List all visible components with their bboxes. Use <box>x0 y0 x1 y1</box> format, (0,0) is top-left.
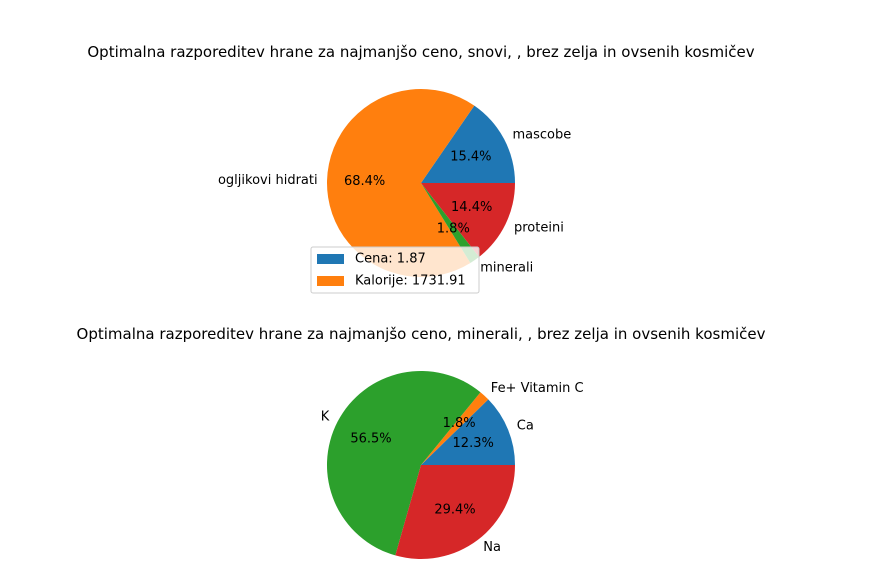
slice-pct-ogljikovi-hidrati: 68.4% <box>344 174 385 189</box>
slice-pct-mascobe: 15.4% <box>450 149 491 164</box>
pie-slices <box>326 89 515 278</box>
slice-pct-fe-vitamin-c: 1.8% <box>443 416 476 431</box>
pie-slice-proteini <box>421 183 515 257</box>
pie-slice-mascobe <box>421 105 515 183</box>
pie-chart-snovi: Optimalna razporeditev hrane za najmanjš… <box>87 43 755 294</box>
pie-slices <box>326 370 515 560</box>
pie-labels: mascobe 15.4% ogljikovi hidrati 68.4% minera… <box>218 127 571 275</box>
slice-label-ca: Ca <box>517 419 534 434</box>
slice-label-fe-vitamin-c: Fe+ Vitamin C <box>491 381 584 396</box>
legend-entry-label: Cena: 1.87 <box>355 252 426 267</box>
pie-slice-minerali <box>421 183 480 263</box>
slice-label-mascobe: mascobe <box>513 127 572 142</box>
chart-title: Optimalna razporeditev hrane za najmanjš… <box>87 43 754 61</box>
pie-slice-k <box>326 370 481 556</box>
chart-title: Optimalna razporeditev hrane za najmanjš… <box>77 325 766 343</box>
slice-pct-na: 29.4% <box>434 503 475 518</box>
legend-swatch <box>317 254 344 264</box>
slice-label-ogljikovi-hidrati: ogljikovi hidrati <box>218 173 318 188</box>
slice-pct-k: 56.5% <box>350 431 391 446</box>
slice-pct-ca: 12.3% <box>453 436 494 451</box>
slice-label-na: Na <box>483 540 501 555</box>
pie-slice-ogljikovi-hidrati <box>326 89 475 278</box>
slice-pct-minerali: 1.8% <box>437 222 470 237</box>
legend-frame <box>310 246 480 294</box>
slice-label-k: K <box>321 410 330 425</box>
slice-label-proteini: proteini <box>514 221 564 236</box>
pie-slice-fe-vitamin-c <box>421 392 489 465</box>
pie-slice-na <box>395 465 515 560</box>
slice-label-minerali: minerali <box>480 260 533 275</box>
pie-labels: Ca 12.3% Fe+ Vitamin C 1.8% K 56.5% Na 29.4% <box>321 381 584 555</box>
legend: Cena: 1.87 Kalorije: 1731.91 <box>310 246 480 294</box>
pie-chart-minerali: Optimalna razporeditev hrane za najmanjš… <box>77 325 766 560</box>
legend-swatch <box>317 276 344 286</box>
pie-slice-ca <box>421 399 515 465</box>
slice-pct-proteini: 14.4% <box>451 200 492 215</box>
legend-entry-label: Kalorije: 1731.91 <box>355 274 466 289</box>
